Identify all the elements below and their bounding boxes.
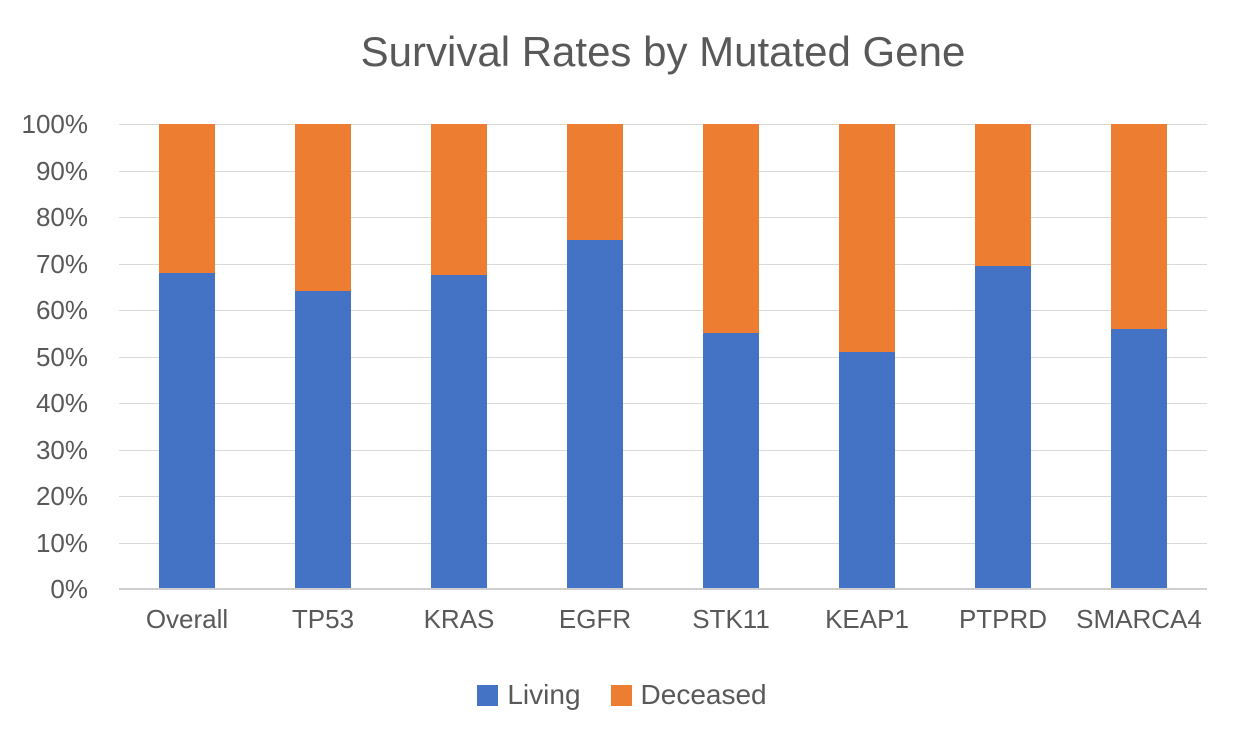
bar-slot-keap1 (799, 124, 935, 589)
gridline-60 (119, 310, 1207, 311)
bar-segment-living (839, 351, 895, 589)
bar-slot-tp53 (255, 124, 391, 589)
x-axis-line (119, 588, 1207, 590)
x-axis-label-overall: Overall (145, 604, 229, 634)
y-axis-tick-label: 100% (21, 109, 89, 139)
bar-segment-deceased (431, 124, 487, 276)
legend-item-deceased: Deceased (610, 679, 767, 711)
bar-keap1 (839, 124, 895, 589)
x-axis-label-smarca4: SMARCA4 (1076, 604, 1202, 634)
bar-egfr (567, 124, 623, 589)
legend: Living Deceased (0, 679, 1244, 711)
bar-slot-overall (119, 124, 255, 589)
bar-segment-deceased (159, 124, 215, 273)
bar-segment-living (703, 333, 759, 589)
x-axis-label-keap1: KEAP1 (825, 604, 909, 634)
bar-stk11 (703, 124, 759, 589)
gridline-10 (119, 542, 1207, 544)
bar-segment-deceased (295, 124, 351, 292)
bar-segment-living (295, 291, 351, 589)
bars-container (119, 124, 1207, 589)
bar-segment-deceased (839, 124, 895, 352)
bar-segment-deceased (703, 124, 759, 334)
y-axis-tick-label: 40% (35, 388, 88, 418)
x-axis-label-kras: KRAS (423, 604, 495, 634)
bar-segment-living (975, 265, 1031, 589)
x-axis-label-ptprd: PTPRD (958, 604, 1048, 634)
gridline-40 (119, 403, 1207, 404)
y-axis-tick-label: 10% (35, 527, 88, 558)
x-axis-labels: Overall TP53 KRAS EGFR STK11 KEAP1 PTPRD SMARCA… (119, 604, 1207, 635)
bar-segment-living (567, 240, 623, 589)
legend-swatch-living (477, 684, 499, 706)
x-axis-label-tp53: TP53 (291, 604, 355, 634)
bar-segment-deceased (1111, 124, 1167, 329)
y-axis-tick-label: 0% (50, 574, 88, 604)
bar-overall (159, 124, 215, 589)
bar-tp53 (295, 124, 351, 589)
bar-slot-smarca4 (1071, 124, 1207, 589)
y-axis-tick-label: 90% (35, 155, 88, 186)
bar-kras (431, 124, 487, 589)
bar-segment-deceased (567, 124, 623, 241)
bar-slot-stk11 (663, 124, 799, 589)
bar-segment-living (1111, 328, 1167, 589)
y-axis-tick-label: 70% (35, 248, 88, 279)
gridline-70 (119, 263, 1207, 265)
bar-segment-deceased (975, 124, 1031, 266)
gridline-30 (119, 449, 1207, 451)
y-axis-tick-label: 60% (35, 295, 88, 325)
gridline-90 (119, 170, 1207, 172)
bar-segment-living (159, 272, 215, 589)
legend-label-living: Living (507, 679, 581, 710)
y-axis-tick-label: 30% (35, 434, 88, 465)
bar-ptprd (975, 124, 1031, 589)
bar-slot-egfr (527, 124, 663, 589)
gridline-100 (119, 124, 1207, 125)
bar-slot-kras (391, 124, 527, 589)
gridline-50 (119, 356, 1207, 358)
gridline-80 (119, 217, 1207, 218)
bar-smarca4 (1111, 124, 1167, 589)
chart-title: Survival Rates by Mutated Gene (360, 28, 966, 75)
y-axis-tick-label: 80% (35, 202, 88, 232)
legend-swatch-deceased (610, 684, 632, 706)
gridline-20 (119, 496, 1207, 497)
bar-slot-ptprd (935, 124, 1071, 589)
y-axis-labels: 0% 10% 20% 30% 40% 50% 60% 70% 80% 90% 100% (0, 111, 89, 602)
x-axis-label-stk11: STK11 (692, 604, 770, 634)
y-axis-tick-label: 50% (35, 341, 88, 372)
x-axis-label-egfr: EGFR (558, 604, 632, 634)
legend-label-deceased: Deceased (640, 679, 767, 710)
legend-item-living: Living (477, 679, 581, 711)
bar-segment-living (431, 275, 487, 589)
plot-area (119, 124, 1207, 590)
y-axis-tick-label: 20% (35, 481, 88, 511)
